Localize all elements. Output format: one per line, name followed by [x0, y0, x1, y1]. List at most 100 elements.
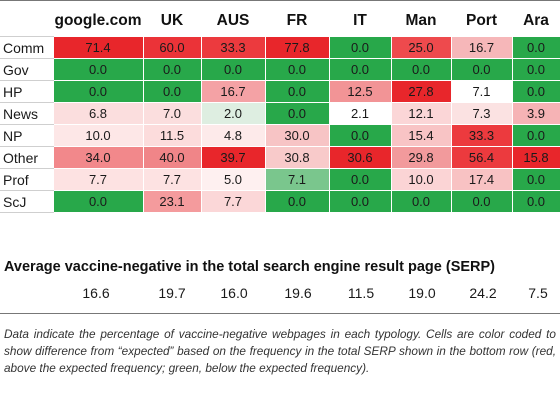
table-cell: 30.6	[328, 146, 392, 169]
table-cell: 12.1	[390, 102, 452, 125]
table-cell: 0.0	[511, 124, 560, 147]
table-cell: 3.9	[511, 102, 560, 125]
table-cell: 0.0	[264, 58, 330, 81]
table-cell: 0.0	[142, 80, 202, 103]
table-cell: 15.4	[390, 124, 452, 147]
table-cell: 40.0	[142, 146, 202, 169]
table-cell: 4.8	[200, 124, 266, 147]
column-header: IT	[353, 11, 367, 29]
row-label: HP	[0, 80, 53, 103]
table-cell: 7.0	[142, 102, 202, 125]
row-label: Prof	[0, 168, 53, 191]
table-cell: 0.0	[328, 36, 392, 59]
row-label: Gov	[0, 58, 53, 81]
bottom-rule	[0, 313, 560, 314]
table-cell: 0.0	[52, 190, 144, 213]
table-cell: 71.4	[52, 36, 144, 59]
column-header: Port	[466, 11, 497, 29]
row-label: ScJ	[0, 190, 53, 213]
column-header: Man	[405, 11, 437, 29]
row-label: Other	[0, 146, 53, 169]
table-cell: 0.0	[200, 58, 266, 81]
table-cell: 7.1	[264, 168, 330, 191]
table-row: Prof 7.7 7.7 5.0 7.1 0.0 10.0 17.4 0.0	[0, 168, 560, 191]
table-cell: 0.0	[52, 58, 144, 81]
table-cell: 33.3	[450, 124, 513, 147]
table-body: Comm 71.4 60.0 33.3 77.8 0.0 25.0 16.7 0.0 Gov 0.0…	[0, 36, 560, 213]
table-row: News 6.8 7.0 2.0 0.0 2.1 12.1 7.3 3.9	[0, 102, 560, 125]
table-cell: 0.0	[511, 36, 560, 59]
table-cell: 0.0	[390, 58, 452, 81]
table-cell: 77.8	[264, 36, 330, 59]
table-cell: 17.4	[450, 168, 513, 191]
serp-value: 11.5	[347, 285, 375, 301]
serp-value: 16.6	[82, 285, 110, 301]
table-cell: 30.8	[264, 146, 330, 169]
table-header: google.com UK AUS FR IT Man Port Ara	[0, 5, 560, 37]
serp-value: 19.6	[284, 285, 312, 301]
table-cell: 25.0	[390, 36, 452, 59]
table-cell: 0.0	[390, 190, 452, 213]
heatmap-table: google.com UK AUS FR IT Man Port Ara Com…	[0, 5, 560, 213]
column-header: AUS	[216, 11, 250, 29]
serp-value: 24.2	[469, 285, 497, 301]
table-cell: 23.1	[142, 190, 202, 213]
table-cell: 0.0	[142, 58, 202, 81]
table-cell: 6.8	[52, 102, 144, 125]
serp-title: Average vaccine-negative in the total se…	[4, 259, 496, 275]
table-cell: 0.0	[264, 80, 330, 103]
row-label: News	[0, 102, 53, 125]
table-cell: 0.0	[264, 190, 330, 213]
table-cell: 0.0	[511, 190, 560, 213]
serp-value: 19.0	[408, 285, 436, 301]
table-row: HP 0.0 0.0 16.7 0.0 12.5 27.8 7.1 0.0	[0, 80, 560, 103]
serp-values-row: 16.6 19.7 16.0 19.6 11.5 19.0 24.2 7.5	[0, 285, 560, 307]
table-cell: 7.7	[200, 190, 266, 213]
table-cell: 0.0	[450, 58, 513, 81]
table-row: Other 34.0 40.0 39.7 30.8 30.6 29.8 56.4 15.8	[0, 146, 560, 169]
table-cell: 0.0	[511, 58, 560, 81]
table-cell: 0.0	[328, 124, 392, 147]
table-cell: 0.0	[52, 80, 144, 103]
table-cell: 16.7	[200, 80, 266, 103]
row-label: NP	[0, 124, 53, 147]
table-cell: 0.0	[328, 190, 392, 213]
table-caption: Data indicate the percentage of vaccine-…	[4, 327, 556, 375]
table-row: Comm 71.4 60.0 33.3 77.8 0.0 25.0 16.7 0.0	[0, 36, 560, 59]
table-row: NP 10.0 11.5 4.8 30.0 0.0 15.4 33.3 0.0	[0, 124, 560, 147]
column-header: UK	[160, 11, 184, 29]
table-row: Gov 0.0 0.0 0.0 0.0 0.0 0.0 0.0 0.0	[0, 58, 560, 81]
serp-value: 16.0	[220, 285, 248, 301]
column-header: Ara	[523, 11, 549, 29]
table-cell: 7.7	[142, 168, 202, 191]
table-cell: 33.3	[200, 36, 266, 59]
table-cell: 0.0	[328, 58, 392, 81]
table-cell: 2.1	[328, 102, 392, 125]
serp-value: 7.5	[528, 285, 548, 301]
table-cell: 7.7	[52, 168, 144, 191]
table-cell: 10.0	[52, 124, 144, 147]
table-cell: 2.0	[200, 102, 266, 125]
corner-header	[0, 5, 53, 37]
table-cell: 16.7	[450, 36, 513, 59]
table-cell: 0.0	[511, 168, 560, 191]
table-cell: 0.0	[511, 80, 560, 103]
table-cell: 39.7	[200, 146, 266, 169]
table-cell: 12.5	[328, 80, 392, 103]
serp-value: 19.7	[158, 285, 186, 301]
table-cell: 0.0	[328, 168, 392, 191]
table-cell: 30.0	[264, 124, 330, 147]
table-cell: 34.0	[52, 146, 144, 169]
table-cell: 29.8	[390, 146, 452, 169]
table-cell: 56.4	[450, 146, 513, 169]
table-cell: 60.0	[142, 36, 202, 59]
table-cell: 15.8	[511, 146, 560, 169]
table-cell: 7.3	[450, 102, 513, 125]
table-cell: 11.5	[142, 124, 202, 147]
column-header: FR	[286, 11, 308, 29]
row-label: Comm	[0, 36, 53, 59]
column-header: google.com	[54, 11, 142, 29]
table-cell: 10.0	[390, 168, 452, 191]
top-rule	[0, 0, 560, 1]
table-row: ScJ 0.0 23.1 7.7 0.0 0.0 0.0 0.0 0.0	[0, 190, 560, 213]
